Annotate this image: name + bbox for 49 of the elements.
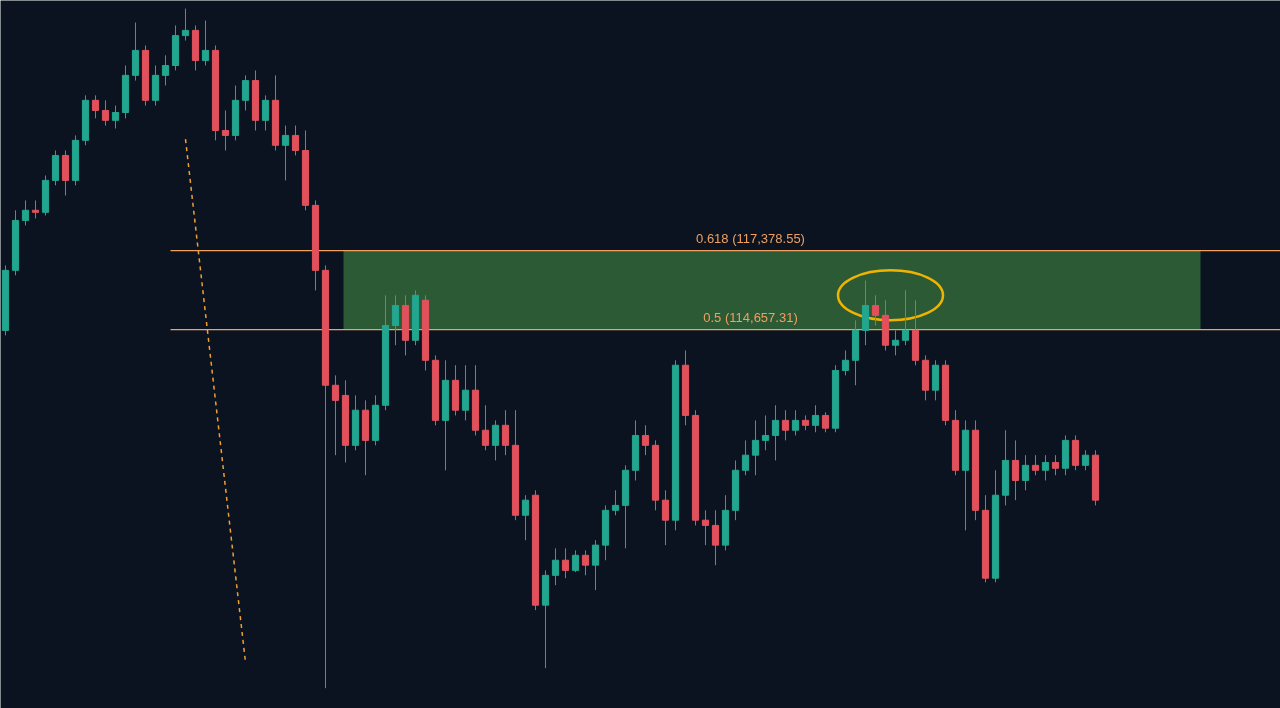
candlestick	[821, 411, 830, 433]
candlestick	[761, 414, 770, 451]
candlestick	[871, 294, 880, 326]
candlestick	[181, 8, 190, 42]
candlestick	[611, 489, 620, 516]
candlestick	[291, 125, 300, 156]
candlestick	[1051, 454, 1060, 476]
candlestick	[241, 74, 250, 111]
candlestick	[591, 539, 600, 591]
candlestick	[391, 294, 400, 346]
candlestick	[501, 409, 510, 456]
candlestick	[841, 349, 850, 376]
candlestick	[701, 509, 710, 546]
candlestick	[161, 54, 170, 87]
candlestick	[101, 99, 110, 127]
candlestick	[711, 509, 720, 566]
candlestick	[891, 329, 900, 356]
candlestick	[641, 424, 650, 456]
candlestick	[1021, 454, 1030, 491]
candlestick	[481, 404, 490, 451]
candlestick	[111, 105, 120, 129]
candlestick	[221, 109, 230, 152]
candlestick	[661, 489, 670, 546]
candlestick	[281, 125, 290, 181]
candlestick	[331, 374, 340, 456]
candlestick	[1081, 449, 1090, 471]
candlestick	[901, 289, 910, 346]
candlestick	[741, 439, 750, 476]
candlestick	[561, 547, 570, 579]
candlestick	[201, 20, 210, 66]
candlestick	[91, 94, 100, 119]
candlestick	[491, 419, 500, 461]
ref-line-label: 0.618 (117,378.55)	[696, 230, 805, 246]
candlestick	[21, 199, 30, 226]
candlestick	[551, 547, 560, 586]
candlestick	[581, 549, 590, 576]
candlestick	[751, 419, 760, 476]
candlestick	[1011, 439, 1020, 501]
candlestick	[811, 404, 820, 433]
ref-line-label: 0.5 (114,657.31)	[703, 309, 798, 325]
candlestick	[571, 549, 580, 573]
candlestick	[1041, 454, 1050, 481]
candlestick	[781, 409, 790, 441]
candlestick	[791, 409, 800, 436]
candlestick	[261, 94, 270, 131]
candlestick	[1031, 454, 1040, 476]
candlestick	[771, 404, 780, 461]
candlestick	[521, 494, 530, 541]
candlestick	[461, 364, 470, 421]
